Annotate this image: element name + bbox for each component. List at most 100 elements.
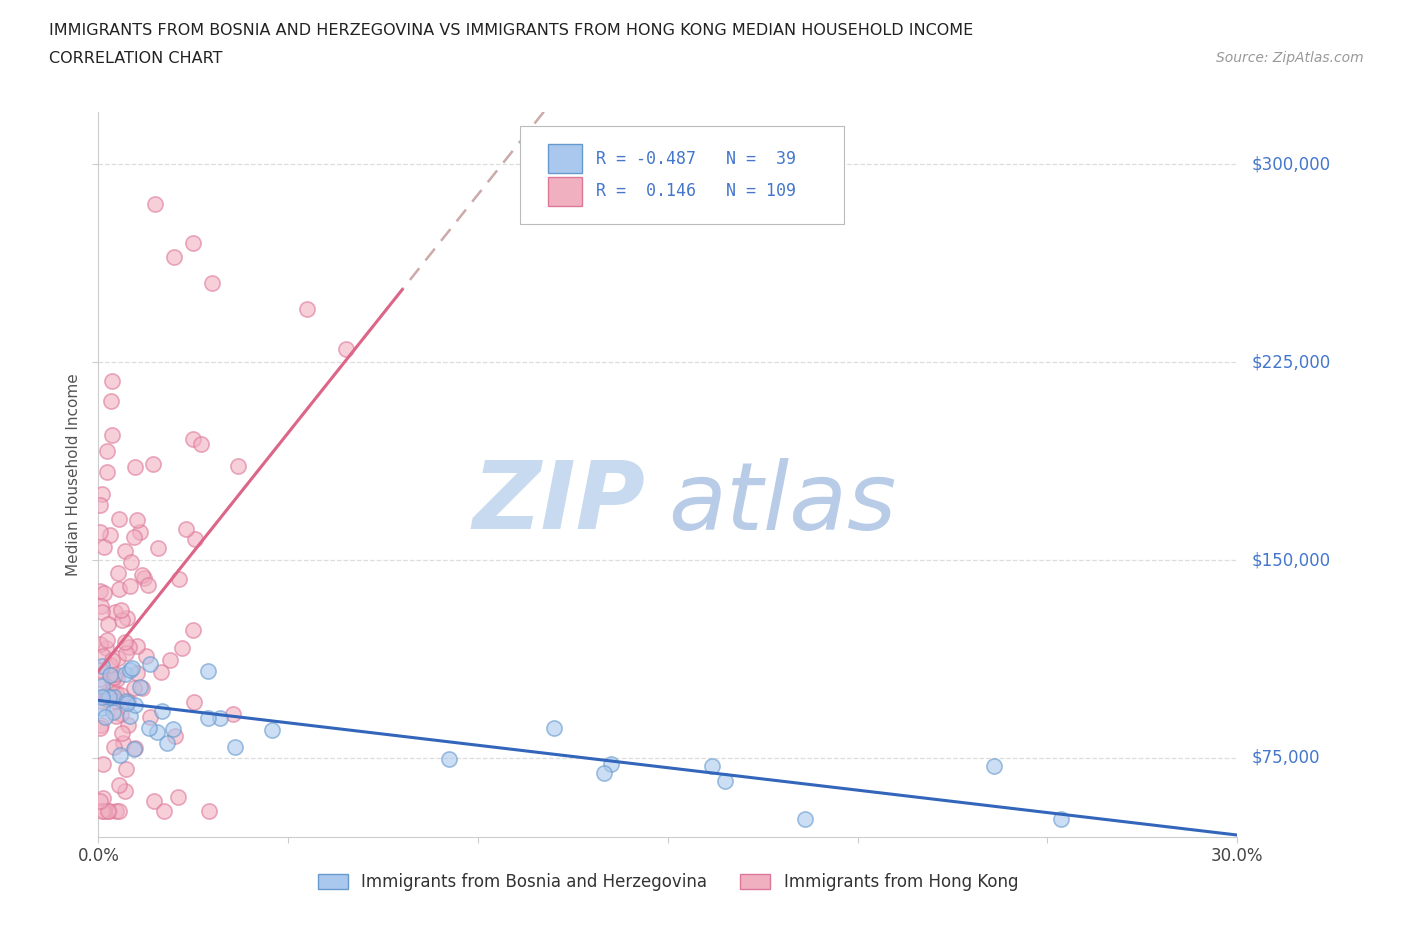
Point	[132, 571, 155, 586]
Point	[110, 603, 132, 618]
Point	[162, 721, 184, 736]
Point	[139, 657, 162, 671]
Point	[110, 707, 132, 722]
Point	[114, 694, 136, 709]
Point	[190, 436, 212, 451]
Point	[91, 804, 114, 818]
Point	[89, 498, 111, 512]
Bar	[548, 177, 582, 206]
Point	[120, 555, 142, 570]
Point	[90, 486, 112, 501]
Point	[115, 611, 138, 626]
Point	[93, 585, 115, 600]
Point	[111, 736, 134, 751]
Point	[101, 674, 124, 689]
Point	[117, 717, 139, 732]
Point	[114, 783, 136, 798]
Point	[90, 694, 112, 709]
Text: $75,000: $75,000	[1251, 749, 1320, 767]
Point	[222, 706, 245, 721]
Point	[98, 690, 121, 705]
Text: $150,000: $150,000	[1251, 551, 1330, 569]
Point	[89, 525, 111, 539]
Point	[89, 662, 111, 677]
Point	[136, 578, 159, 592]
Point	[111, 725, 134, 740]
Point	[437, 751, 460, 766]
Point	[183, 695, 205, 710]
Point	[543, 721, 565, 736]
Point	[127, 638, 149, 653]
Point	[105, 685, 128, 700]
Point	[103, 689, 125, 704]
Point	[142, 457, 165, 472]
Point	[166, 790, 188, 804]
Point	[143, 794, 166, 809]
Point	[183, 532, 205, 547]
Point	[159, 653, 181, 668]
Point	[183, 236, 205, 251]
Point	[149, 665, 172, 680]
Point	[96, 691, 118, 706]
Point	[127, 665, 149, 680]
Text: R =  0.146   N = 109: R = 0.146 N = 109	[596, 182, 796, 200]
Point	[714, 774, 737, 789]
Point	[103, 739, 125, 754]
Point	[593, 766, 616, 781]
Point	[201, 275, 224, 290]
Point	[297, 302, 319, 317]
Point	[105, 671, 128, 686]
Point	[94, 687, 117, 702]
Point	[702, 759, 724, 774]
Point	[104, 708, 127, 723]
Point	[98, 668, 121, 683]
Point	[129, 679, 152, 694]
Y-axis label: Median Household Income: Median Household Income	[66, 373, 82, 576]
Legend: Immigrants from Bosnia and Herzegovina, Immigrants from Hong Kong: Immigrants from Bosnia and Herzegovina, …	[311, 866, 1025, 897]
Point	[122, 681, 145, 696]
Point	[174, 522, 197, 537]
Point	[163, 728, 186, 743]
Point	[146, 724, 169, 739]
Point	[98, 528, 121, 543]
Point	[163, 249, 186, 264]
Point	[983, 759, 1005, 774]
Point	[91, 790, 114, 805]
Point	[90, 604, 112, 619]
Point	[101, 684, 124, 698]
Point	[124, 740, 146, 755]
Point	[124, 459, 146, 474]
Point	[108, 512, 131, 526]
Point	[224, 740, 246, 755]
Point	[94, 709, 117, 724]
Point	[96, 465, 118, 480]
Point	[150, 703, 173, 718]
Point	[110, 748, 132, 763]
Point	[125, 512, 148, 527]
Point	[117, 694, 139, 709]
Point	[103, 670, 125, 684]
Point	[120, 709, 142, 724]
Point	[91, 658, 114, 673]
Point	[131, 567, 153, 582]
Point	[793, 811, 815, 826]
Point	[599, 757, 621, 772]
Point	[100, 428, 122, 443]
Point	[91, 678, 114, 693]
Text: $300,000: $300,000	[1251, 155, 1330, 173]
Point	[197, 663, 219, 678]
Point	[90, 718, 112, 733]
Point	[114, 667, 136, 682]
Text: $225,000: $225,000	[1251, 353, 1330, 371]
Point	[117, 640, 139, 655]
Point	[153, 804, 176, 818]
Point	[108, 777, 131, 792]
Point	[181, 432, 204, 446]
Point	[89, 721, 111, 736]
Text: CORRELATION CHART: CORRELATION CHART	[49, 51, 222, 66]
Point	[110, 688, 132, 703]
Point	[118, 662, 141, 677]
Point	[89, 583, 111, 598]
Point	[138, 721, 160, 736]
Point	[135, 649, 157, 664]
